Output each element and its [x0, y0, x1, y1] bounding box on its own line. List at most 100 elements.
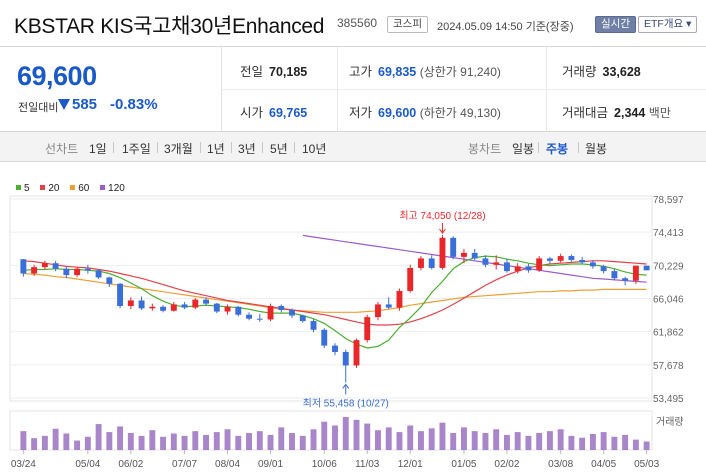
volume-bar — [84, 436, 91, 450]
candle-body — [579, 260, 586, 263]
quote-datetime: 2024.05.09 14:50 기준(장중) — [437, 21, 574, 33]
legend-label: 120 — [108, 183, 125, 194]
candle-chart-label: 봉차트 — [468, 142, 502, 156]
volume-bar — [160, 436, 167, 450]
volume-bar — [31, 438, 38, 450]
moving-average-lines — [23, 234, 647, 349]
candle-body — [256, 318, 263, 320]
candle-body — [643, 265, 650, 271]
candle-body — [95, 270, 102, 278]
candle-body — [138, 300, 145, 309]
candle-body — [632, 265, 639, 281]
legend-ma120: 120 — [100, 183, 125, 194]
x-tick-label: 12/01 — [398, 459, 423, 470]
volume-label: 거래량 — [562, 65, 597, 79]
legend-ma20: 20 — [40, 183, 59, 194]
high-value: 69,835 — [378, 65, 417, 79]
chart-period-bar: 선차트 1일 1주일 3개월 1년 3년 5년 10년 봉차트 일봉 주봉 월봉 — [0, 132, 706, 162]
volume-bar — [246, 433, 252, 450]
x-tick-label: 04/05 — [591, 459, 616, 470]
period-1year[interactable]: 1년 — [207, 142, 225, 156]
volume-bar — [460, 427, 467, 450]
etf-overview-dropdown[interactable]: ETF개요 ▾ — [638, 16, 698, 33]
prev-close-label: 전일 — [240, 65, 264, 79]
volume-bar — [342, 417, 349, 450]
volume-bar — [525, 435, 532, 450]
candle-body — [181, 304, 188, 308]
legend-label: 5 — [24, 183, 30, 194]
x-tick-label: 06/02 — [118, 459, 143, 470]
candle-body — [622, 278, 629, 281]
candle-body — [74, 268, 81, 276]
candle-body — [525, 266, 532, 271]
legend-swatch — [70, 185, 76, 190]
volume-bar — [557, 429, 564, 450]
volume-bar — [418, 431, 424, 450]
volume-bar — [181, 435, 188, 450]
volume-bar — [235, 435, 242, 450]
max-arrowhead-icon — [439, 228, 446, 234]
volume-bar — [546, 431, 553, 450]
candle-body — [321, 329, 328, 346]
line-chart-label: 선차트 — [45, 142, 79, 156]
volume-bar — [138, 435, 145, 450]
candle-weekly[interactable]: 주봉 — [546, 142, 569, 156]
candle-monthly[interactable]: 월봉 — [585, 142, 608, 156]
etf-title: KBSTAR KIS국고채30년Enhanced — [14, 15, 325, 38]
x-tick-label: 02/02 — [494, 459, 519, 470]
volume-bar — [321, 421, 328, 450]
x-tick-label: 08/04 — [215, 459, 240, 470]
volume-bar — [439, 422, 446, 450]
candle-body — [611, 271, 618, 279]
prev-close-value: 70,185 — [269, 65, 308, 79]
candle-body — [106, 277, 113, 284]
candle-body — [235, 306, 242, 315]
volume-bar — [600, 432, 607, 450]
volume-bar — [213, 432, 220, 450]
volume-bar — [407, 425, 414, 450]
period-10year[interactable]: 10년 — [302, 142, 327, 156]
volume-bar — [63, 433, 70, 450]
amount-unit: 백만 — [648, 106, 671, 120]
candle-body — [310, 321, 317, 330]
quote-panel: 69,600 전일대비 585 -0.83% 전일 70,185 고가 69,835… — [0, 46, 706, 132]
ma5-line — [23, 255, 647, 349]
candle-body — [52, 263, 59, 269]
annotations: 최고 74,050 (12/28) 최저 55,458 (10/27) — [303, 210, 486, 409]
price-box: 69,600 전일대비 585 -0.83% — [0, 47, 222, 131]
candle-body — [192, 299, 199, 308]
candle-body — [127, 300, 134, 306]
market-badge: 코스피 — [387, 16, 428, 33]
legend-swatch — [40, 185, 46, 190]
period-1day[interactable]: 1일 — [89, 142, 107, 156]
period-3year[interactable]: 3년 — [238, 142, 256, 156]
realtime-button[interactable]: 실시간 — [595, 16, 636, 33]
candle-body — [246, 314, 252, 319]
candlestick-chart[interactable]: 78,597 74,413 70,229 66,046 61,862 57,678 53,4… — [0, 162, 706, 475]
period-1week[interactable]: 1주일 — [122, 142, 151, 156]
min-arrowhead-icon — [342, 383, 350, 389]
volume-bar — [385, 427, 392, 450]
volume-bar — [267, 434, 274, 450]
volume-bar — [127, 433, 134, 450]
candle-body — [170, 304, 177, 311]
candle-body — [278, 305, 285, 310]
low-price: 저가 69,600 (하한가 49,130) — [349, 102, 501, 121]
candle-body — [589, 262, 596, 267]
volume-bars — [20, 417, 650, 450]
candle-body — [342, 351, 349, 366]
legend-label: 60 — [78, 183, 90, 194]
amount-value: 2,344 — [614, 106, 646, 120]
volume-bar — [41, 435, 48, 450]
candle-body — [428, 258, 435, 268]
down-arrow-icon — [58, 99, 70, 110]
period-5year[interactable]: 5년 — [270, 142, 288, 156]
volume-frame — [9, 410, 653, 451]
period-3month[interactable]: 3개월 — [164, 142, 193, 156]
candle-body — [364, 317, 371, 341]
candle-body — [493, 262, 500, 265]
y-tick-label: 74,413 — [653, 228, 684, 239]
max-annotation: 최고 74,050 (12/28) — [399, 210, 485, 222]
y-tick-label: 57,678 — [653, 361, 684, 372]
candle-daily[interactable]: 일봉 — [512, 142, 535, 156]
